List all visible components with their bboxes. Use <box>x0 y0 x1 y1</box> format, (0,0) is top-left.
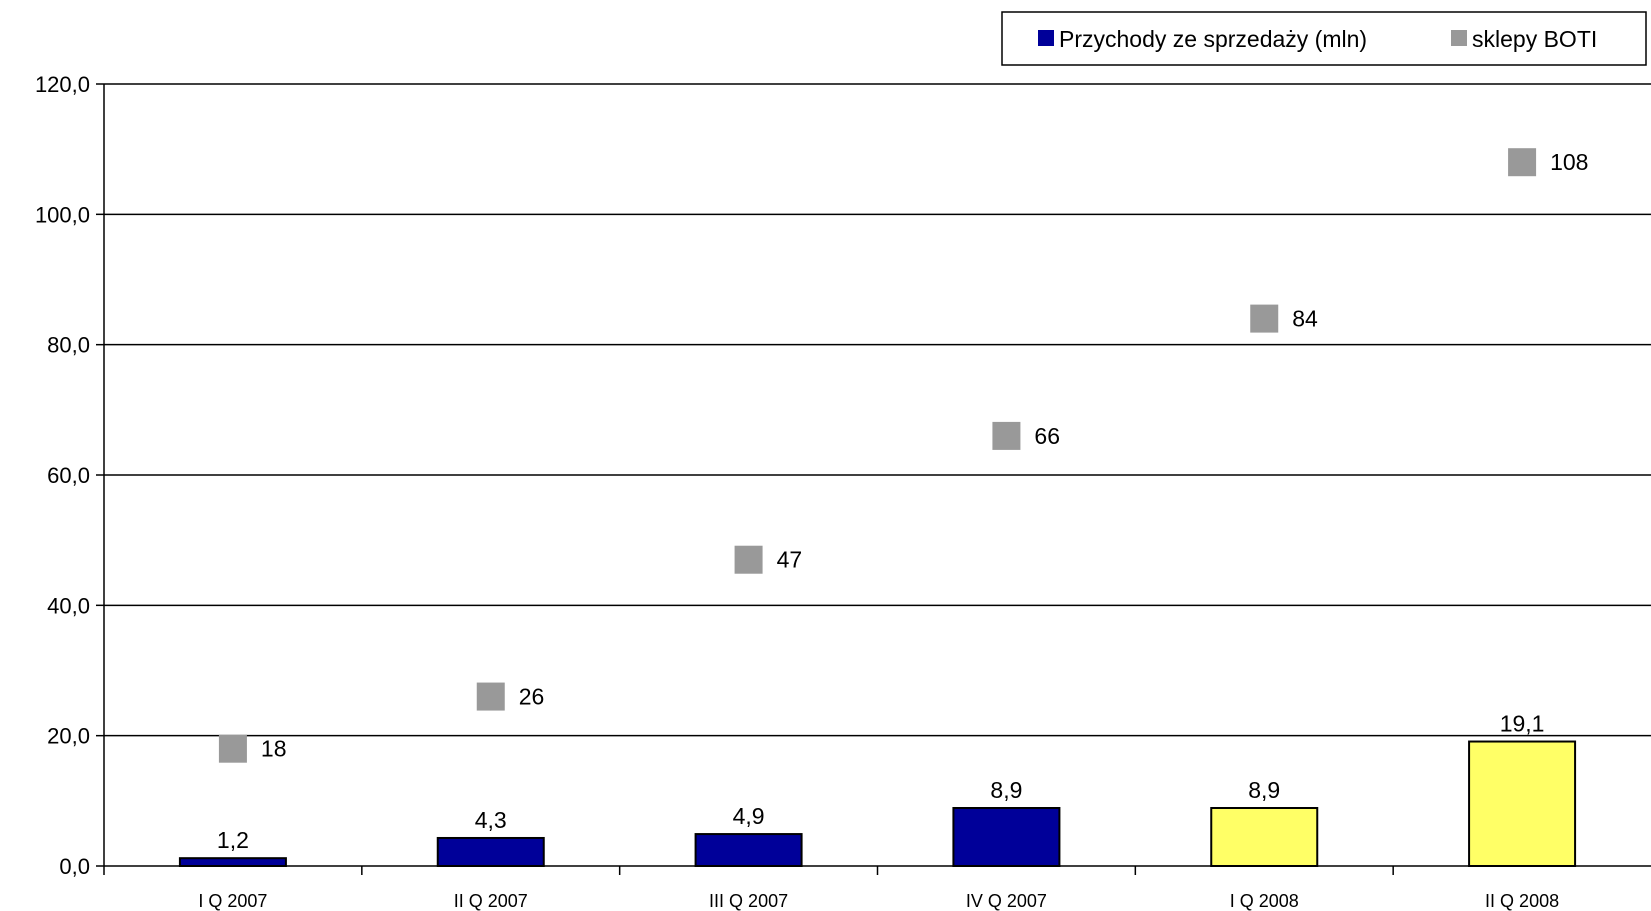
legend-swatch-revenue <box>1038 30 1054 46</box>
legend-label-revenue: Przychody ze sprzedaży (mln) <box>1059 26 1367 52</box>
x-tick-label: I Q 2007 <box>198 891 267 911</box>
legend: Przychody ze sprzedaży (mln) sklepy BOTI <box>1001 11 1647 66</box>
bar <box>1468 740 1577 868</box>
point-series <box>218 148 1537 763</box>
point-value-label: 18 <box>261 736 287 762</box>
point-marker <box>734 545 763 574</box>
legend-box <box>1001 11 1647 66</box>
gridlines <box>104 83 1651 737</box>
y-tick-label: 0,0 <box>59 854 90 879</box>
legend-label-stores: sklepy BOTI <box>1472 26 1597 52</box>
point-value-label: 66 <box>1034 423 1060 449</box>
x-tick-label: IV Q 2007 <box>966 891 1047 911</box>
point-marker <box>992 421 1021 450</box>
bar-value-label: 8,9 <box>1248 777 1280 803</box>
y-tick-label: 120,0 <box>35 72 90 97</box>
bar-value-label: 4,9 <box>733 803 765 829</box>
point-value-label: 84 <box>1292 306 1318 332</box>
data-labels: 1,2 4,3 4,9 8,9 8,9 19,1 18 26 47 66 84 108 <box>217 149 1589 853</box>
point-value-label: 26 <box>519 684 545 710</box>
x-tick-label: II Q 2007 <box>454 891 528 911</box>
point-value-label: 108 <box>1550 149 1588 175</box>
point-value-label: 47 <box>777 547 803 573</box>
bar-value-label: 1,2 <box>217 827 249 853</box>
point-marker <box>476 682 505 711</box>
x-tick-label: II Q 2008 <box>1485 891 1559 911</box>
x-tick-label: I Q 2008 <box>1230 891 1299 911</box>
bar-value-label: 4,3 <box>475 807 507 833</box>
axes: 0,0 20,0 40,0 60,0 80,0 100,0 120,0 I Q 2007 II … <box>35 72 1651 911</box>
point-marker <box>218 734 247 763</box>
bar-value-label: 19,1 <box>1500 711 1545 737</box>
bar <box>1210 807 1319 867</box>
y-tick-label: 40,0 <box>47 593 90 618</box>
y-tick-label: 100,0 <box>35 202 90 227</box>
y-tick-label: 60,0 <box>47 463 90 488</box>
bar-value-label: 8,9 <box>990 777 1022 803</box>
bar <box>436 836 545 867</box>
bar-series <box>178 740 1577 868</box>
bar <box>178 857 287 867</box>
point-marker <box>1508 148 1537 177</box>
bar <box>694 833 803 868</box>
legend-swatch-stores <box>1451 30 1467 46</box>
x-tick-label: III Q 2007 <box>709 891 788 911</box>
bar <box>952 807 1061 867</box>
y-tick-label: 80,0 <box>47 333 90 358</box>
point-marker <box>1250 304 1279 333</box>
y-tick-label: 20,0 <box>47 724 90 749</box>
